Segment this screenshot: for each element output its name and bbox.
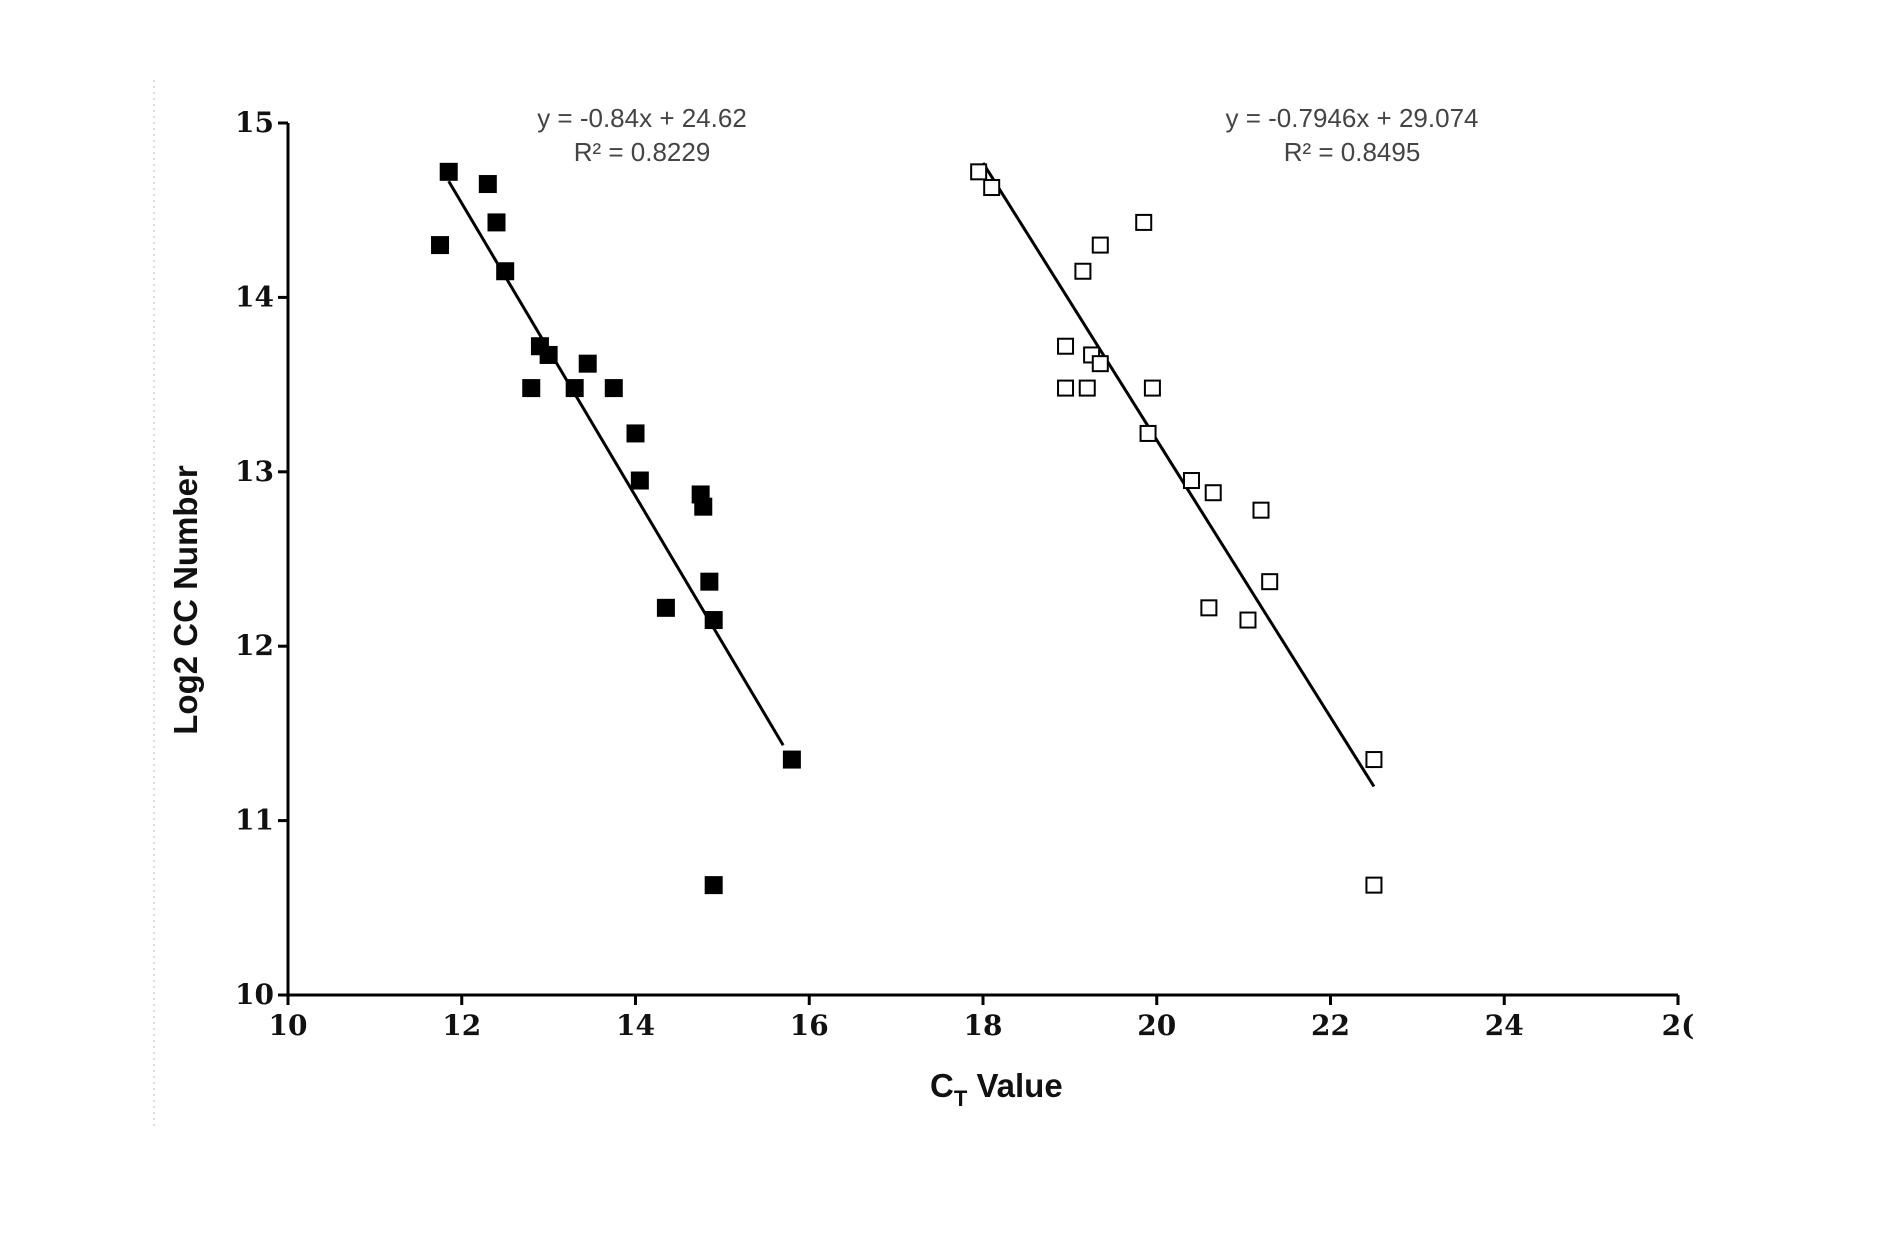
y-axis-title: Log2 CC Number <box>167 465 204 735</box>
trendline-2 <box>983 163 1374 787</box>
x-tick-label: 10 <box>269 1009 308 1042</box>
data-point <box>984 180 999 195</box>
data-point <box>1136 215 1151 230</box>
data-point <box>783 751 800 768</box>
data-point <box>1093 238 1108 253</box>
data-point <box>705 612 722 629</box>
data-point <box>1184 473 1199 488</box>
x-axis-title: CT Value <box>930 1067 1063 1111</box>
data-point <box>657 599 674 616</box>
data-point <box>1206 485 1221 500</box>
data-points <box>432 163 1382 893</box>
data-point <box>1058 381 1073 396</box>
trendlines <box>449 163 1374 787</box>
trendline-equations: y = -0.84x + 24.62 R² = 0.8229 y = -0.7946… <box>537 103 1478 167</box>
data-point <box>605 380 622 397</box>
data-point <box>1145 381 1160 396</box>
data-point <box>1058 339 1073 354</box>
data-point <box>1141 426 1156 441</box>
data-point <box>1080 381 1095 396</box>
data-point <box>479 176 496 193</box>
trendline-r-squared: R² = 0.8229 <box>574 137 711 167</box>
axes: 10 12 14 16 18 20 22 24 2( 10 11 12 13 14 15 <box>235 106 1694 1042</box>
data-point <box>627 425 644 442</box>
y-tick-label: 13 <box>235 455 274 488</box>
data-point <box>488 214 505 231</box>
trendline-r-squared: R² = 0.8495 <box>1284 137 1421 167</box>
y-tick-label: 11 <box>235 804 274 837</box>
trendline-equation: y = -0.84x + 24.62 <box>537 103 747 133</box>
data-point <box>1262 574 1277 589</box>
data-point <box>701 573 718 590</box>
x-tick-label: 12 <box>442 1009 481 1042</box>
y-tick-label: 14 <box>235 280 274 313</box>
y-tick-label: 12 <box>235 629 274 662</box>
y-tick-label: 10 <box>235 978 274 1011</box>
data-point <box>523 380 540 397</box>
data-point <box>1366 878 1381 893</box>
data-point <box>1075 264 1090 279</box>
data-point <box>440 163 457 180</box>
x-tick-label: 20 <box>1137 1009 1176 1042</box>
data-point <box>432 237 449 254</box>
x-tick-label: 18 <box>964 1009 1003 1042</box>
data-point <box>971 164 986 179</box>
data-point <box>1240 613 1255 628</box>
x-tick-label: 16 <box>790 1009 829 1042</box>
data-point <box>1093 356 1108 371</box>
data-point <box>1254 503 1269 518</box>
data-point <box>497 263 514 280</box>
data-point <box>1201 600 1216 615</box>
x-tick-label: 24 <box>1485 1009 1524 1042</box>
data-point <box>566 380 583 397</box>
x-tick-label: 2( <box>1662 1009 1695 1042</box>
data-point <box>1366 752 1381 767</box>
data-point <box>631 472 648 489</box>
x-tick-label: 22 <box>1311 1009 1350 1042</box>
data-point <box>705 877 722 894</box>
data-point <box>695 498 712 515</box>
y-tick-label: 15 <box>235 106 274 139</box>
x-tick-label: 14 <box>616 1009 655 1042</box>
data-point <box>540 346 557 363</box>
data-point <box>579 355 596 372</box>
trendline-equation: y = -0.7946x + 29.074 <box>1226 103 1479 133</box>
